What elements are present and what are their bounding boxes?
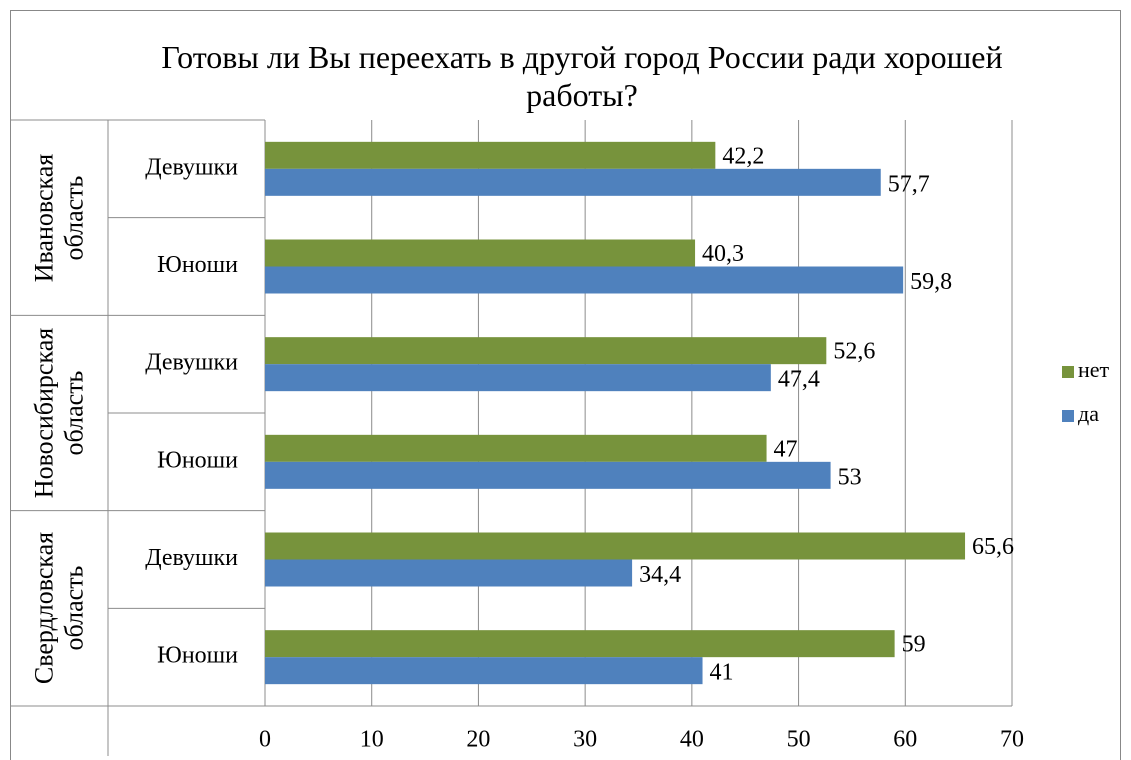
y-tick-label: Девушки [145,545,238,571]
legend-swatch [1062,410,1074,422]
x-tick-label: 0 [259,727,271,753]
legend-swatch [1062,366,1074,378]
bar [265,630,895,658]
bar [265,434,767,462]
data-label: 40,3 [702,241,744,267]
data-label: 52,6 [833,339,875,365]
bar [265,141,716,169]
y-tick-label: Юноши [157,447,238,473]
group-label: Новосибирская область [29,327,88,499]
data-label: 59 [902,632,926,658]
bar [265,559,633,587]
bar [265,657,703,685]
data-label: 47,4 [778,367,820,393]
y-tick-label: Юноши [157,252,238,278]
data-label: 47 [774,436,798,462]
x-tick-label: 70 [1000,727,1024,753]
data-label: 42,2 [722,143,764,169]
x-tick-label: 10 [360,727,384,753]
y-tick-label: Девушки [145,154,238,180]
x-tick-label: 60 [893,727,917,753]
bar [265,239,696,267]
x-tick-label: 20 [466,727,490,753]
data-label: 65,6 [972,534,1014,560]
bar [265,168,881,196]
legend-label: да [1078,401,1099,426]
x-tick-label: 40 [680,727,704,753]
y-tick-label: Девушки [145,350,238,376]
data-label: 41 [710,660,734,686]
bar [265,532,966,560]
bar [265,266,904,294]
x-tick-label: 50 [787,727,811,753]
group-label: Ивановская область [29,153,88,282]
bar [265,337,827,365]
bar [265,364,771,392]
legend-label: нет [1078,357,1110,382]
chart-border [10,10,1121,760]
data-label: 57,7 [888,171,930,197]
x-tick-label: 30 [573,727,597,753]
data-label: 34,4 [639,562,681,588]
data-label: 53 [838,464,862,490]
chart-title: Готовы ли Вы переехать в другой город Ро… [161,39,1003,113]
bar [265,461,831,489]
data-label: 59,8 [910,269,952,295]
group-label: Свердловская область [29,532,88,685]
y-tick-label: Юноши [157,643,238,669]
